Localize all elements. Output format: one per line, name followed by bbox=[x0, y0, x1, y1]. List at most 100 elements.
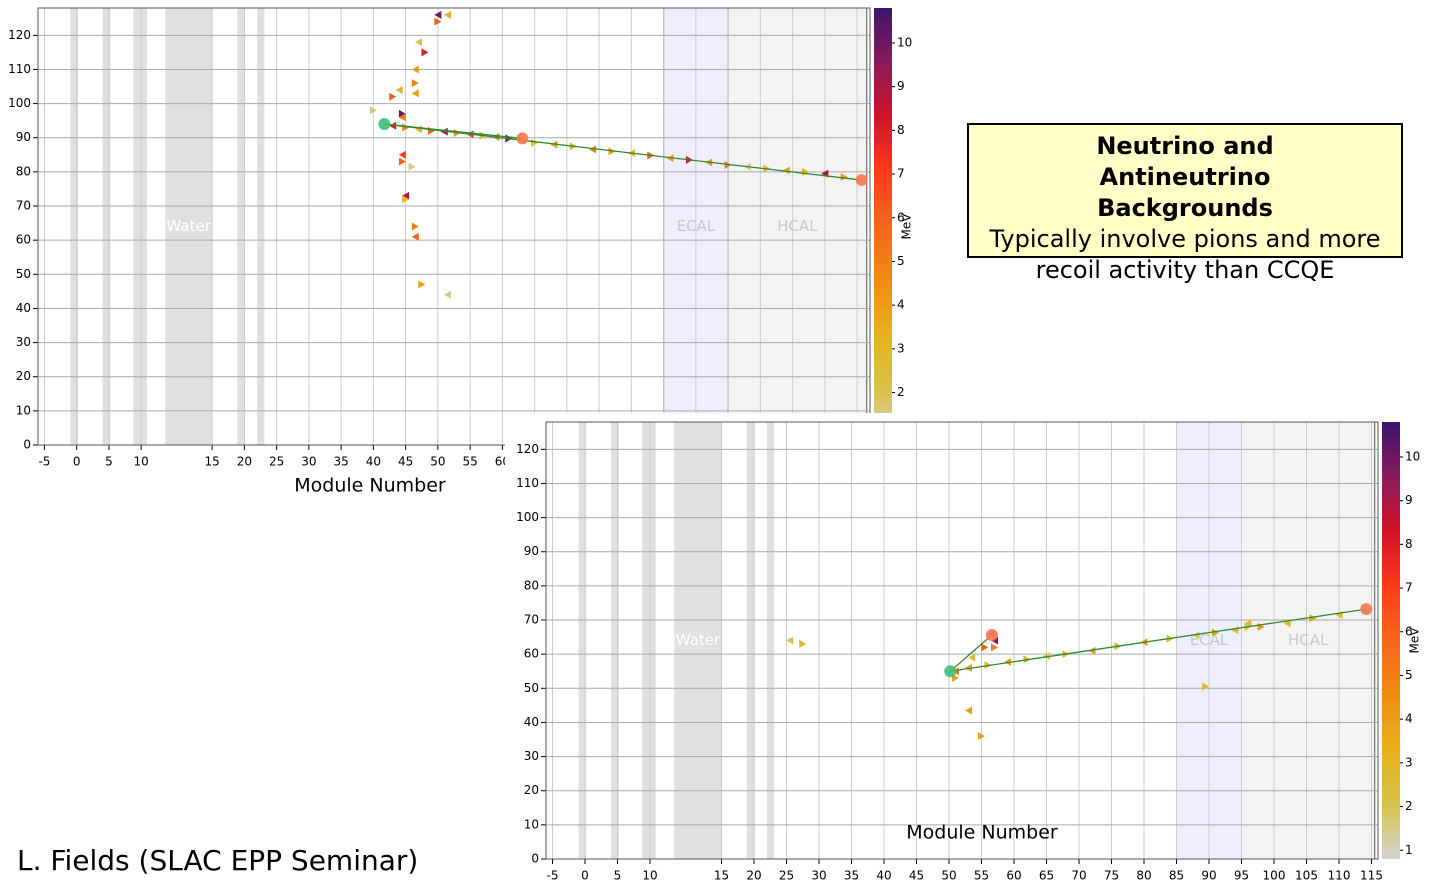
y-tick-label: 120 bbox=[516, 442, 539, 456]
y-tick-label: 60 bbox=[524, 647, 539, 661]
plot-frame bbox=[37, 7, 871, 446]
y-tick-label: 70 bbox=[16, 199, 31, 213]
hit bbox=[389, 92, 397, 101]
hit bbox=[398, 113, 406, 122]
hit bbox=[421, 48, 429, 57]
detector-band bbox=[237, 8, 246, 445]
footer: L. Fields (SLAC EPP Seminar) bbox=[17, 844, 419, 877]
hit bbox=[415, 125, 423, 134]
x-tick-label: 25 bbox=[779, 869, 794, 883]
y-tick-label: 0 bbox=[531, 852, 539, 866]
hit bbox=[369, 106, 377, 115]
y-tick-label: 100 bbox=[516, 510, 539, 524]
x-tick-label: 115 bbox=[1360, 869, 1383, 883]
x-tick-label: 50 bbox=[941, 869, 956, 883]
x-tick-label: 40 bbox=[876, 869, 891, 883]
y-tick-label: 40 bbox=[524, 715, 539, 729]
hit bbox=[408, 162, 416, 171]
hit bbox=[434, 10, 442, 19]
hit bbox=[398, 109, 406, 118]
y-tick-label: 10 bbox=[524, 817, 539, 831]
x-tick-label: 55 bbox=[974, 869, 989, 883]
hit bbox=[782, 166, 790, 175]
hit bbox=[1202, 682, 1210, 691]
x-tick-label: 45 bbox=[909, 869, 924, 883]
y-tick-label: 20 bbox=[524, 783, 539, 797]
colorbar-tick-label: 4 bbox=[897, 298, 905, 312]
x-tick-label: 5 bbox=[614, 869, 622, 883]
x-tick-label: 55 bbox=[462, 455, 477, 469]
colorbar bbox=[874, 8, 892, 445]
colorbar-label: MeV bbox=[1408, 627, 1422, 654]
hit bbox=[968, 653, 976, 662]
hit bbox=[434, 17, 442, 26]
detector-band bbox=[578, 422, 587, 859]
hit bbox=[398, 157, 406, 166]
colorbar-tick-label: 1 bbox=[1405, 843, 1413, 857]
colorbar-tick-label: 8 bbox=[897, 123, 905, 137]
y-tick-label: 100 bbox=[8, 96, 31, 110]
x-tick-label: 65 bbox=[1039, 869, 1054, 883]
detector-band bbox=[257, 8, 265, 445]
hit bbox=[1309, 614, 1317, 623]
colorbar bbox=[1382, 422, 1400, 859]
hit bbox=[411, 222, 419, 231]
region-label: Water bbox=[676, 631, 721, 649]
colorbar-tick-label: 7 bbox=[897, 167, 905, 181]
hit bbox=[402, 195, 410, 204]
detector-band bbox=[642, 422, 656, 859]
hit bbox=[444, 10, 452, 19]
x-tick-label: 35 bbox=[844, 869, 859, 883]
x-tick-label: 5 bbox=[105, 455, 113, 469]
x-tick-label: 15 bbox=[714, 869, 729, 883]
hit bbox=[395, 85, 403, 94]
hit bbox=[415, 38, 423, 47]
hit bbox=[411, 89, 419, 98]
x-tick-label: 105 bbox=[1295, 869, 1318, 883]
region-label: ECAL bbox=[1190, 631, 1229, 649]
y-tick-label: 60 bbox=[16, 233, 31, 247]
hit bbox=[389, 121, 397, 130]
detector-band bbox=[767, 422, 775, 859]
hit bbox=[799, 639, 807, 648]
x-tick-label: 85 bbox=[1169, 869, 1184, 883]
vertex bbox=[985, 629, 998, 642]
text-box: Neutrino and Antineutrino Backgrounds Ty… bbox=[967, 123, 1403, 284]
x-axis-label: Module Number bbox=[294, 475, 446, 497]
x-tick-label: 30 bbox=[811, 869, 826, 883]
track bbox=[949, 634, 993, 672]
hit bbox=[1192, 631, 1200, 640]
hit bbox=[589, 145, 597, 154]
colorbar-tick-label: 8 bbox=[1405, 537, 1413, 551]
detector-band bbox=[746, 422, 755, 859]
x-tick-label: 100 bbox=[1263, 869, 1286, 883]
x-tick-label: 20 bbox=[237, 455, 252, 469]
colorbar-tick-label: 2 bbox=[897, 385, 905, 399]
hit bbox=[965, 663, 972, 672]
x-tick-label: -5 bbox=[547, 869, 559, 883]
x-tick-label: 40 bbox=[366, 455, 381, 469]
hit bbox=[1283, 619, 1291, 628]
hit bbox=[411, 65, 419, 74]
vertex bbox=[855, 174, 868, 187]
x-tick-label: 110 bbox=[1328, 869, 1351, 883]
x-tick-label: 15 bbox=[204, 455, 219, 469]
y-tick-label: 70 bbox=[524, 613, 539, 627]
y-tick-label: 80 bbox=[16, 164, 31, 178]
y-tick-label: 40 bbox=[16, 301, 31, 315]
x-tick-label: -5 bbox=[38, 455, 50, 469]
x-tick-label: 45 bbox=[398, 455, 413, 469]
y-tick-label: 10 bbox=[16, 403, 31, 417]
colorbar-tick-label: 5 bbox=[1405, 668, 1413, 682]
y-tick-label: 90 bbox=[16, 130, 31, 144]
box-line: recoil activity than CCQE bbox=[1035, 256, 1335, 284]
colorbar-tick-label: 10 bbox=[1405, 449, 1420, 463]
hit bbox=[1212, 628, 1219, 637]
y-tick-label: 30 bbox=[524, 749, 539, 763]
vertex bbox=[378, 118, 391, 131]
hit bbox=[991, 643, 998, 652]
hit bbox=[418, 280, 426, 289]
detector-band bbox=[102, 8, 111, 445]
